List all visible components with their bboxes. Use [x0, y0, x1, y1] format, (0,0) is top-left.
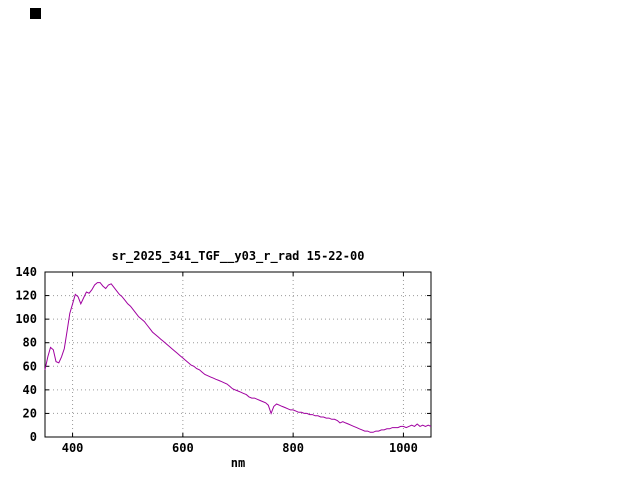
x-axis-label: nm: [230, 456, 246, 470]
x-tick-label: 800: [282, 441, 304, 455]
spectrum-line: [44, 282, 432, 433]
x-tick-label: 1000: [389, 441, 418, 455]
y-tick-label: 100: [15, 312, 37, 326]
plot-border: [44, 271, 432, 438]
y-tick-label: 0: [30, 430, 37, 444]
chart-title: sr_2025_341_TGF__y03_r_rad 15-22-00: [111, 249, 365, 263]
y-tick-label: 40: [23, 383, 37, 397]
cursor-block: [30, 8, 41, 19]
y-tick-label: 140: [15, 265, 37, 279]
y-tick-label: 120: [15, 289, 37, 303]
x-tick-label: 400: [62, 441, 84, 455]
x-tick-label: 600: [172, 441, 194, 455]
y-tick-label: 80: [23, 336, 37, 350]
y-tick-label: 60: [23, 359, 37, 373]
y-tick-label: 20: [23, 406, 37, 420]
